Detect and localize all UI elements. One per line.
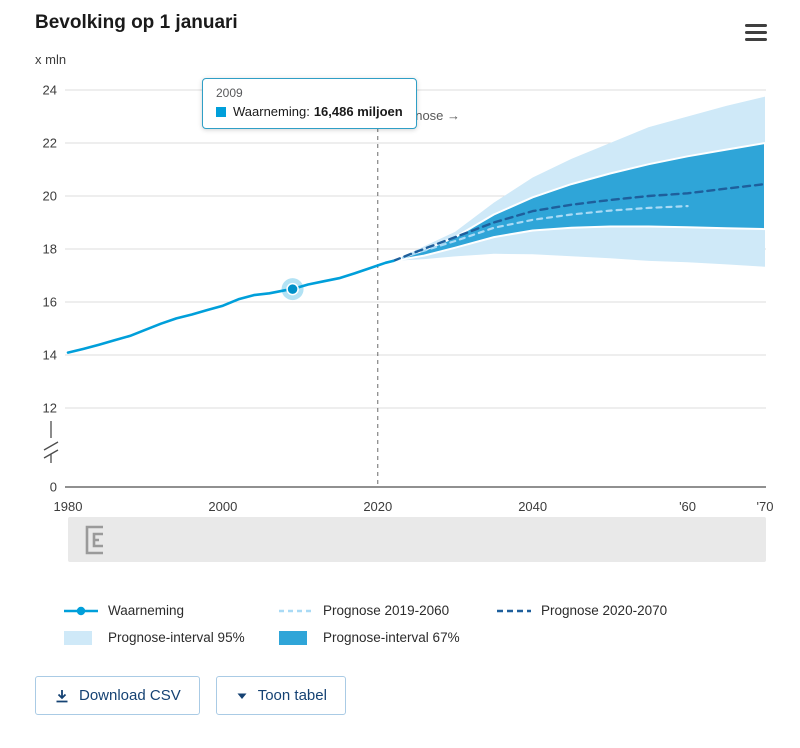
prognose-2020-dashed-swatch-icon <box>496 604 532 618</box>
highlighted-point[interactable] <box>286 282 299 296</box>
series-line-prognose-2020-2070 <box>392 182 767 263</box>
tooltip-series-swatch-icon <box>216 106 226 117</box>
legend: Waarneming Prognose 2019-2060 Prognose 2… <box>63 597 763 651</box>
y-tick-14: 14 <box>43 348 57 363</box>
x-tick-2040: 2040 <box>518 499 547 514</box>
legend-label: Prognose 2019-2060 <box>323 603 450 618</box>
y-tick-18: 18 <box>43 242 57 257</box>
legend-label: Prognose-interval 95% <box>108 630 245 645</box>
action-bar: Download CSV Toon tabel <box>35 676 346 715</box>
interval-95-swatch-icon <box>63 630 99 646</box>
x-tick-1980: 1980 <box>54 499 83 514</box>
triangle-down-icon <box>237 693 247 699</box>
tooltip-row: Waarneming: 16,486 miljoen <box>216 104 403 119</box>
tooltip-value: 16,486 miljoen <box>313 104 403 119</box>
y-axis-unit-label: x mln <box>35 52 67 67</box>
chart-tooltip: 2009 Waarneming: 16,486 miljoen <box>202 78 417 129</box>
legend-item-prognose-2020-2070[interactable]: Prognose 2020-2070 <box>496 603 667 618</box>
tooltip-series-label: Waarneming: <box>233 104 310 119</box>
x-tick-2070: '70 <box>757 499 774 514</box>
y-tick-12: 12 <box>43 401 57 416</box>
y-tick-16: 16 <box>43 295 57 310</box>
band-interval-95 <box>393 96 765 267</box>
x-tick-2000: 2000 <box>208 499 237 514</box>
waarneming-line-swatch-icon <box>63 604 99 618</box>
cbs-logo <box>85 525 103 555</box>
hamburger-menu-icon[interactable] <box>745 24 767 41</box>
y-tick-24: 24 <box>43 83 57 98</box>
legend-item-interval-95[interactable]: Prognose-interval 95% <box>63 630 278 646</box>
toon-tabel-button[interactable]: Toon tabel <box>215 676 346 715</box>
y-tick-22: 22 <box>43 136 57 151</box>
highlight-halo <box>281 278 304 301</box>
page-title: Bevolking op 1 januari <box>35 12 238 33</box>
y-tick-20: 20 <box>43 189 57 204</box>
series-line-prognose-2019-2060 <box>392 205 689 262</box>
series-line-waarneming <box>66 259 395 354</box>
legend-item-waarneming[interactable]: Waarneming <box>63 603 278 618</box>
tooltip-year: 2009 <box>216 86 243 100</box>
legend-item-interval-67[interactable]: Prognose-interval 67% <box>278 630 460 646</box>
legend-label: Prognose 2020-2070 <box>541 603 668 618</box>
legend-row-1: Waarneming Prognose 2019-2060 Prognose 2… <box>63 597 763 624</box>
band-interval-67 <box>392 142 766 262</box>
legend-item-prognose-2019-2060[interactable]: Prognose 2019-2060 <box>278 603 496 618</box>
axis-break-icon <box>43 421 59 463</box>
toon-tabel-label: Toon tabel <box>257 687 327 704</box>
download-csv-button[interactable]: Download CSV <box>35 676 200 715</box>
prognose-2019-dashed-swatch-icon <box>278 604 314 618</box>
y-tick-0: 0 <box>50 480 57 495</box>
download-csv-label: Download CSV <box>79 687 181 704</box>
download-icon <box>56 689 68 702</box>
interval-67-swatch-icon <box>278 630 314 646</box>
chart-footer-strip <box>68 517 766 562</box>
x-tick-2020: 2020 <box>363 499 392 514</box>
legend-label: Prognose-interval 67% <box>323 630 460 645</box>
x-tick-2060: '60 <box>679 499 696 514</box>
legend-row-2: Prognose-interval 95% Prognose-interval … <box>63 624 763 651</box>
legend-label: Waarneming <box>108 603 185 618</box>
